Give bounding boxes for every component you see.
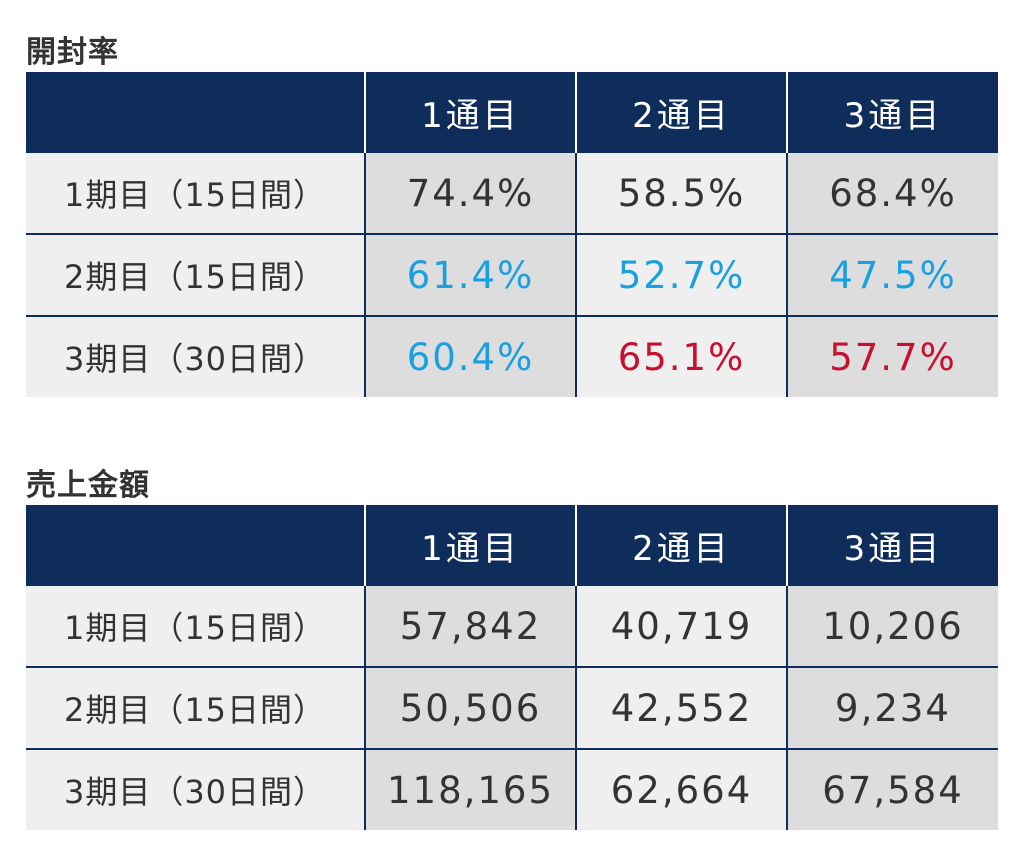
open-rate-cell: 47.5% (786, 233, 998, 316)
table-row: 2期目（15日間） 61.4% 52.7% 47.5% (26, 233, 998, 316)
table-row: 1期目（15日間） 57,842 40,719 10,206 (26, 586, 998, 667)
header-email-2: 2通目 (575, 72, 787, 153)
open-rate-title: 開封率 (26, 35, 119, 70)
open-rate-cell: 58.5% (575, 153, 787, 234)
header-row: 1通目 2通目 3通目 (26, 505, 998, 586)
sales-cell: 42,552 (575, 666, 787, 749)
sales-cell: 50,506 (364, 666, 576, 749)
table-row: 1期目（15日間） 74.4% 58.5% 68.4% (26, 153, 998, 234)
table-row: 3期目（30日間） 118,165 62,664 67,584 (26, 748, 998, 830)
open-rate-table: 1通目 2通目 3通目 1期目（15日間） 74.4% 58.5% 68.4% … (26, 72, 998, 397)
sales-cell: 67,584 (786, 748, 998, 830)
sales-cell: 40,719 (575, 586, 787, 667)
sales-cell: 118,165 (364, 748, 576, 830)
row-label: 3期目（30日間） (26, 748, 365, 830)
table-row: 3期目（30日間） 60.4% 65.1% 57.7% (26, 315, 998, 397)
header-corner (26, 72, 365, 153)
sales-cell: 57,842 (364, 586, 576, 667)
open-rate-cell: 61.4% (364, 233, 576, 316)
row-label: 1期目（15日間） (26, 586, 365, 667)
row-label: 2期目（15日間） (26, 666, 365, 749)
sales-table: 1通目 2通目 3通目 1期目（15日間） 57,842 40,719 10,2… (26, 505, 998, 830)
row-label: 3期目（30日間） (26, 315, 365, 397)
header-email-1: 1通目 (364, 505, 576, 586)
sales-cell: 10,206 (786, 586, 998, 667)
open-rate-cell: 68.4% (786, 153, 998, 234)
header-corner (26, 505, 365, 586)
open-rate-cell: 52.7% (575, 233, 787, 316)
header-email-3: 3通目 (786, 505, 998, 586)
header-email-1: 1通目 (364, 72, 576, 153)
row-label: 1期目（15日間） (26, 153, 365, 234)
open-rate-cell: 74.4% (364, 153, 576, 234)
sales-cell: 62,664 (575, 748, 787, 830)
open-rate-cell: 60.4% (364, 315, 576, 397)
open-rate-cell: 65.1% (575, 315, 787, 397)
sales-title: 売上金額 (26, 468, 150, 503)
table-row: 2期目（15日間） 50,506 42,552 9,234 (26, 666, 998, 749)
header-email-2: 2通目 (575, 505, 787, 586)
open-rate-cell: 57.7% (786, 315, 998, 397)
header-email-3: 3通目 (786, 72, 998, 153)
row-label: 2期目（15日間） (26, 233, 365, 316)
header-row: 1通目 2通目 3通目 (26, 72, 998, 153)
sales-cell: 9,234 (786, 666, 998, 749)
